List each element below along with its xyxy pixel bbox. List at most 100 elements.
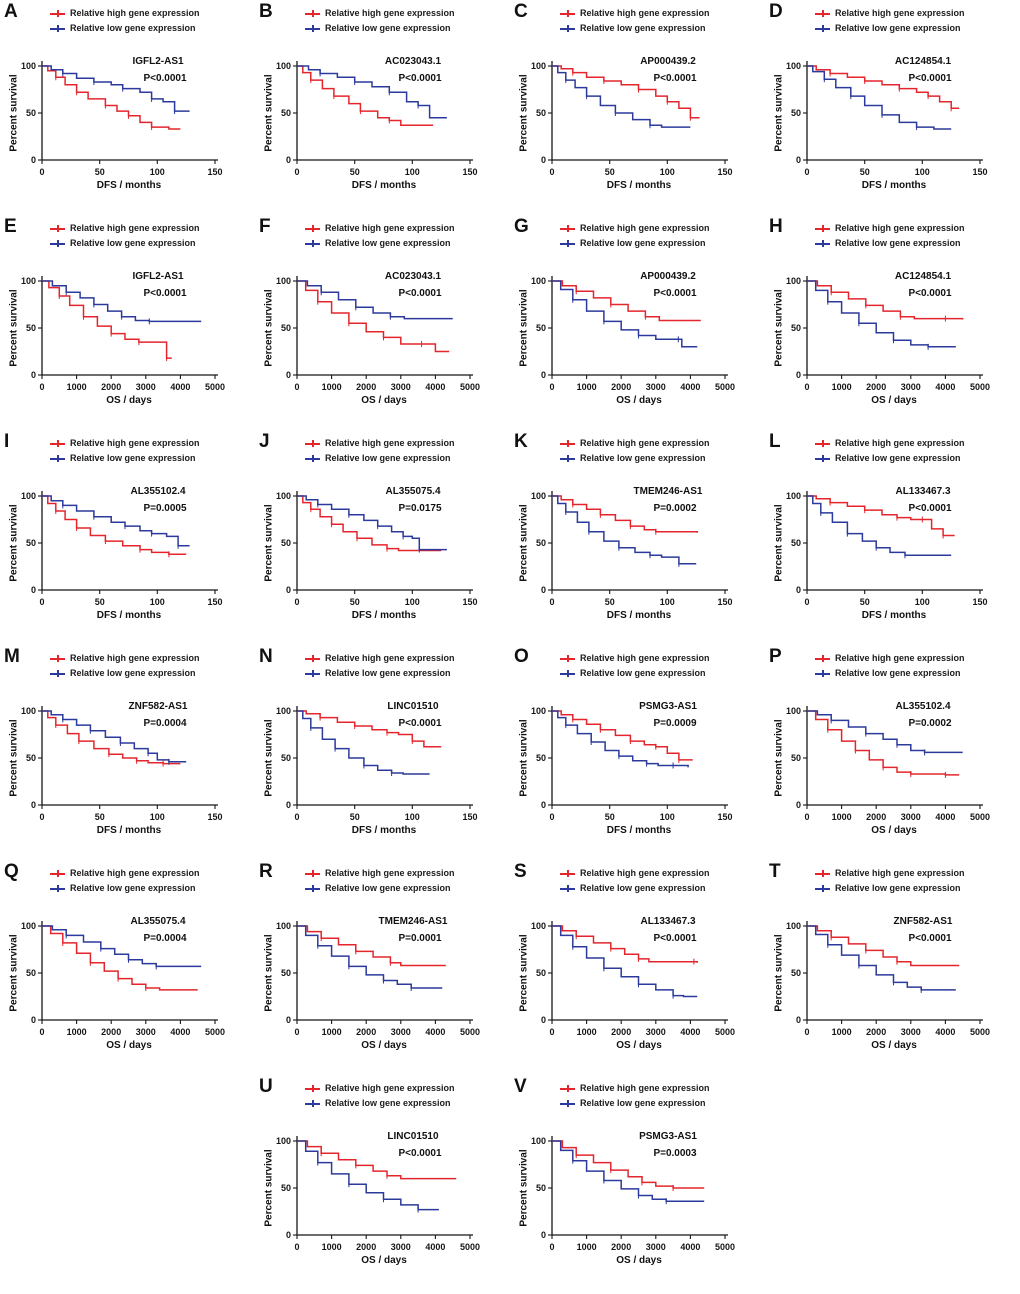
legend-label-high: Relative high gene expression <box>835 438 965 448</box>
x-tick-label: 2000 <box>611 1027 631 1037</box>
legend-marker-high-icon <box>815 9 830 18</box>
y-tick-label: 0 <box>31 370 36 380</box>
legend: Relative high gene expression Relative l… <box>50 7 200 34</box>
x-tick-label: 50 <box>350 812 360 822</box>
panel-letter: A <box>4 1 18 22</box>
legend-label-low: Relative low gene expression <box>325 453 451 463</box>
x-tick-label: 50 <box>860 597 870 607</box>
legend-label-high: Relative high gene expression <box>325 868 455 878</box>
x-tick-label: 0 <box>39 382 44 392</box>
x-tick-label: 150 <box>717 597 732 607</box>
y-tick-label: 100 <box>531 491 546 501</box>
legend-entry-high: Relative high gene expression <box>560 652 710 664</box>
legend-marker-low-icon <box>560 454 575 463</box>
p-value: P<0.0001 <box>398 288 442 299</box>
gene-title: AL133467.3 <box>640 916 696 927</box>
legend-entry-high: Relative high gene expression <box>560 437 710 449</box>
gene-title: AC023043.1 <box>384 56 442 67</box>
gene-title: AL355075.4 <box>385 486 441 497</box>
y-tick-label: 0 <box>796 155 801 165</box>
y-tick-label: 0 <box>541 800 546 810</box>
legend: Relative high gene expression Relative l… <box>50 222 200 249</box>
p-value: P<0.0001 <box>398 1148 442 1159</box>
panel-letter: I <box>4 431 10 452</box>
legend-entry-high: Relative high gene expression <box>560 222 710 234</box>
km-curve <box>552 65 700 119</box>
km-panel-r: R Relative high gene expression Relative… <box>255 860 510 1075</box>
legend: Relative high gene expression Relative l… <box>815 222 965 249</box>
legend-label-high: Relative high gene expression <box>325 1083 455 1093</box>
km-curve <box>42 710 181 765</box>
gene-title: TMEM246-AS1 <box>378 916 448 927</box>
legend-entry-low: Relative low gene expression <box>305 237 455 249</box>
x-tick-label: 5000 <box>205 382 225 392</box>
gene-title: AL355075.4 <box>130 916 186 927</box>
y-tick-label: 50 <box>536 538 546 548</box>
km-curve <box>807 495 952 556</box>
legend-entry-high: Relative high gene expression <box>815 652 965 664</box>
y-tick-label: 100 <box>276 276 291 286</box>
y-tick-label: 100 <box>21 491 36 501</box>
x-tick-label: 4000 <box>680 1027 700 1037</box>
legend: Relative high gene expression Relative l… <box>560 7 710 34</box>
legend-label-high: Relative high gene expression <box>835 653 965 663</box>
km-panel-g: G Relative high gene expression Relative… <box>510 215 765 430</box>
km-panel-p: P Relative high gene expression Relative… <box>765 645 1020 860</box>
legend-label-low: Relative low gene expression <box>580 883 706 893</box>
x-tick-label: 4000 <box>680 1242 700 1252</box>
p-value: P<0.0001 <box>908 73 952 84</box>
legend-label-low: Relative low gene expression <box>580 1098 706 1108</box>
legend: Relative high gene expression Relative l… <box>305 222 455 249</box>
panel-letter: L <box>769 431 781 452</box>
gene-title: ZNF582-AS1 <box>893 916 953 927</box>
y-tick-label: 50 <box>26 753 36 763</box>
legend-label-low: Relative low gene expression <box>580 668 706 678</box>
legend-entry-low: Relative low gene expression <box>815 22 965 34</box>
x-tick-label: 4000 <box>680 382 700 392</box>
x-tick-label: 2000 <box>356 1027 376 1037</box>
x-tick-label: 0 <box>294 812 299 822</box>
legend-entry-low: Relative low gene expression <box>305 1097 455 1109</box>
legend: Relative high gene expression Relative l… <box>305 652 455 679</box>
y-tick-label: 100 <box>276 921 291 931</box>
km-curve <box>42 495 190 547</box>
y-tick-label: 0 <box>31 1015 36 1025</box>
p-value: P<0.0001 <box>653 288 697 299</box>
panel-letter: G <box>514 216 529 237</box>
km-panel-o: O Relative high gene expression Relative… <box>510 645 765 860</box>
x-tick-label: 1000 <box>322 1027 342 1037</box>
x-tick-label: 50 <box>860 167 870 177</box>
x-tick-label: 4000 <box>935 1027 955 1037</box>
x-tick-label: 2000 <box>611 1242 631 1252</box>
gene-title: AL133467.3 <box>895 486 951 497</box>
x-tick-label: 1000 <box>322 382 342 392</box>
legend-marker-high-icon <box>305 1084 320 1093</box>
gene-title: AP000439.2 <box>640 56 696 67</box>
legend-label-high: Relative high gene expression <box>70 653 200 663</box>
legend-label-low: Relative low gene expression <box>835 238 961 248</box>
legend-entry-low: Relative low gene expression <box>815 237 965 249</box>
x-axis-label: DFS / months <box>606 825 672 836</box>
legend-entry-high: Relative high gene expression <box>305 652 455 664</box>
km-panel-n: N Relative high gene expression Relative… <box>255 645 510 860</box>
x-tick-label: 5000 <box>205 1027 225 1037</box>
x-tick-label: 0 <box>549 597 554 607</box>
legend: Relative high gene expression Relative l… <box>815 7 965 34</box>
km-curve <box>297 280 450 353</box>
km-curve <box>807 65 952 130</box>
p-value: P=0.0175 <box>398 503 442 514</box>
p-value: P<0.0001 <box>143 288 187 299</box>
legend-entry-high: Relative high gene expression <box>50 222 200 234</box>
legend-entry-low: Relative low gene expression <box>815 667 965 679</box>
p-value: P<0.0001 <box>398 73 442 84</box>
km-curve <box>552 925 699 963</box>
km-curve <box>42 280 172 359</box>
y-tick-label: 0 <box>541 1230 546 1240</box>
legend-marker-low-icon <box>50 239 65 248</box>
legend-marker-low-icon <box>305 239 320 248</box>
legend-label-high: Relative high gene expression <box>325 8 455 18</box>
